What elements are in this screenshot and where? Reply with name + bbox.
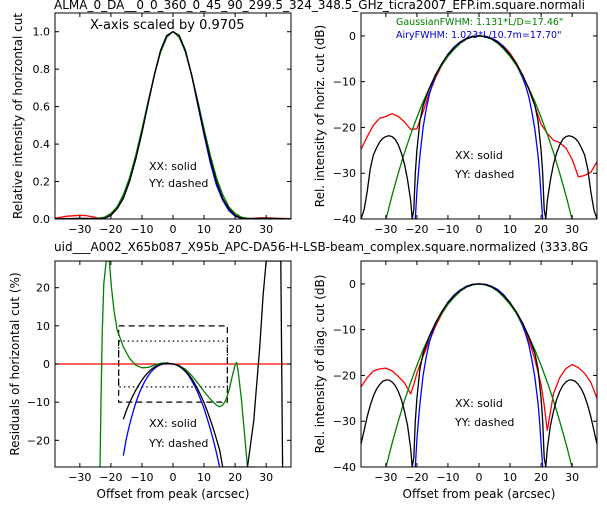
series-line-2: [55, 31, 291, 219]
x-tick-label: 30: [259, 471, 273, 484]
series-line-4: [280, 261, 284, 467]
y-tick-label: −30: [333, 415, 356, 428]
x-tick-label: 10: [503, 471, 517, 484]
y-tick-label: 0: [43, 358, 50, 371]
series-line-1: [99, 261, 257, 467]
y-tick-label: 20: [36, 282, 50, 295]
y-tick-label: −40: [333, 213, 356, 226]
legend-yy: YY: dashed: [148, 177, 208, 190]
series-line-1: [414, 35, 544, 219]
ylabel: Residuals of horizontal cut (%): [8, 272, 22, 455]
x-tick-label: 10: [197, 223, 211, 236]
y-tick-label: 0.0: [33, 213, 51, 226]
y-tick-label: 0.4: [33, 138, 51, 151]
panel-bottom-right: Rel. intensity of diag. cut (dB) Offset …: [313, 260, 598, 501]
plot-area: [55, 261, 291, 467]
x-tick-label: −30: [374, 223, 397, 236]
y-tick-label: −10: [27, 396, 50, 409]
plot-area: [361, 283, 597, 467]
series-line-2: [122, 362, 221, 467]
x-tick-label: 20: [534, 471, 548, 484]
x-tick-label: 20: [228, 223, 242, 236]
x-tick-label: 10: [503, 223, 517, 236]
legend-xx: XX: solid: [455, 149, 503, 162]
y-tick-label: 0: [349, 30, 356, 43]
x-tick-label: −10: [130, 223, 153, 236]
x-tick-label: 30: [565, 223, 579, 236]
series-line-0: [55, 31, 291, 219]
x-tick-label: −20: [405, 223, 428, 236]
x-tick-label: −20: [405, 471, 428, 484]
axes-frame: [360, 260, 598, 468]
x-tick-label: −20: [99, 223, 122, 236]
plot-area: [361, 35, 597, 219]
y-tick-label: 0: [349, 278, 356, 291]
y-tick-label: 0.8: [33, 63, 51, 76]
x-tick-label: −30: [374, 471, 397, 484]
y-tick-label: 0.6: [33, 101, 51, 114]
series-line-1: [55, 31, 291, 219]
ylabel: Rel. intensity of diag. cut (dB): [313, 275, 327, 454]
series-line-3: [122, 261, 282, 467]
y-tick-label: −20: [333, 369, 356, 382]
xlabel: Offset from peak (arcsec): [403, 487, 556, 501]
x-tick-label: −10: [436, 223, 459, 236]
legend-xx: XX: solid: [149, 160, 197, 173]
legend-xx: XX: solid: [149, 417, 197, 430]
figure-title: ALMA_0_DA__0_0_360_0_45_90_299.5_324_348…: [54, 0, 585, 12]
x-tick-label: 20: [534, 223, 548, 236]
y-tick-label: 0.2: [33, 176, 51, 189]
x-tick-label: 0: [170, 471, 177, 484]
legend-xx: XX: solid: [455, 397, 503, 410]
series-line-3: [361, 283, 597, 467]
x-tick-label: 0: [476, 471, 483, 484]
x-tick-label: −30: [68, 471, 91, 484]
panel-bottom-left: Residuals of horizontal cut (%) Offset f…: [8, 260, 292, 501]
series-line-1: [414, 283, 544, 467]
legend-yy: YY: dashed: [148, 437, 208, 450]
y-tick-label: −10: [333, 324, 356, 337]
x-tick-label: −10: [436, 471, 459, 484]
panel-top-left: Relative intensity of horizontal cut XX:…: [11, 12, 292, 236]
ylabel: Relative intensity of horizontal cut: [11, 13, 25, 219]
y-tick-label: −20: [333, 121, 356, 134]
panel-top-right: Rel. intensity of horiz. cut (dB) XX: so…: [313, 12, 598, 236]
xscale-note: X-axis scaled by 0.9705: [90, 18, 245, 33]
plot-area: [55, 31, 291, 219]
series-line-3: [55, 31, 291, 219]
x-tick-label: −30: [68, 223, 91, 236]
x-tick-label: 20: [228, 471, 242, 484]
x-tick-label: 10: [197, 471, 211, 484]
series-line-2: [385, 283, 573, 467]
series-line-3: [361, 35, 597, 219]
x-tick-label: 0: [476, 223, 483, 236]
y-tick-label: −10: [333, 76, 356, 89]
figure-subtitle: uid___A002_X65b087_X95b_APC-DA56-H-LSB-b…: [54, 240, 588, 254]
y-tick-label: −20: [27, 434, 50, 447]
y-tick-label: 1.0: [33, 26, 51, 39]
ylabel: Rel. intensity of horiz. cut (dB): [313, 25, 327, 207]
y-tick-label: −40: [333, 461, 356, 474]
x-tick-label: 30: [259, 223, 273, 236]
y-tick-label: −30: [333, 167, 356, 180]
x-tick-label: −10: [130, 471, 153, 484]
x-tick-label: −20: [99, 471, 122, 484]
x-tick-label: 0: [170, 223, 177, 236]
x-tick-label: 30: [565, 471, 579, 484]
legend-yy: YY: dashed: [454, 416, 514, 429]
y-tick-label: 10: [36, 320, 50, 333]
gaussian-fwhm-note: GaussianFWHM: 1.131*L/D=17.46": [396, 17, 563, 28]
legend-yy: YY: dashed: [454, 168, 514, 181]
xlabel: Offset from peak (arcsec): [97, 487, 250, 501]
